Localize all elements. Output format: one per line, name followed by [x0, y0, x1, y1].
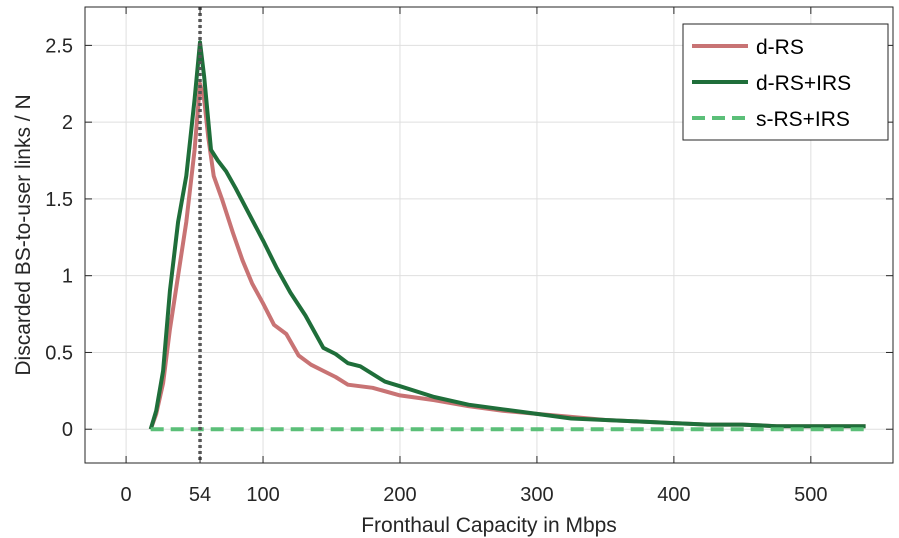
y-axis: 0 0.5 1 1.5 2 2.5 — [45, 35, 893, 441]
x-tick-label: 500 — [794, 484, 827, 506]
x-tick-label: 54 — [189, 484, 211, 506]
y-tick-label: 1 — [62, 266, 73, 288]
y-tick-label: 2.5 — [45, 35, 73, 57]
x-tick-label: 0 — [121, 484, 132, 506]
y-axis-label: Discarded BS-to-user links / N — [12, 94, 35, 375]
legend: d-RS d-RS+IRS s-RS+IRS — [682, 23, 889, 141]
series-layer — [148, 7, 866, 463]
y-tick-label: 0 — [62, 419, 73, 441]
series-line-2 — [148, 40, 866, 430]
legend-label: d-RS+IRS — [756, 72, 851, 95]
y-tick-label: 0.5 — [45, 342, 73, 364]
y-tick-label: 2 — [62, 112, 73, 134]
x-tick-label: 300 — [520, 484, 553, 506]
x-axis-label: Fronthaul Capacity in Mbps — [361, 514, 617, 537]
x-axis: 0 54 100 200 300 400 500 — [121, 7, 828, 506]
legend-label: s-RS+IRS — [756, 108, 850, 131]
plot-frame — [84, 6, 894, 464]
legend-label: d-RS — [756, 36, 804, 59]
x-tick-label: 200 — [383, 484, 416, 506]
x-tick-label: 100 — [246, 484, 279, 506]
y-tick-label: 1.5 — [45, 189, 73, 211]
x-tick-label: 400 — [657, 484, 690, 506]
